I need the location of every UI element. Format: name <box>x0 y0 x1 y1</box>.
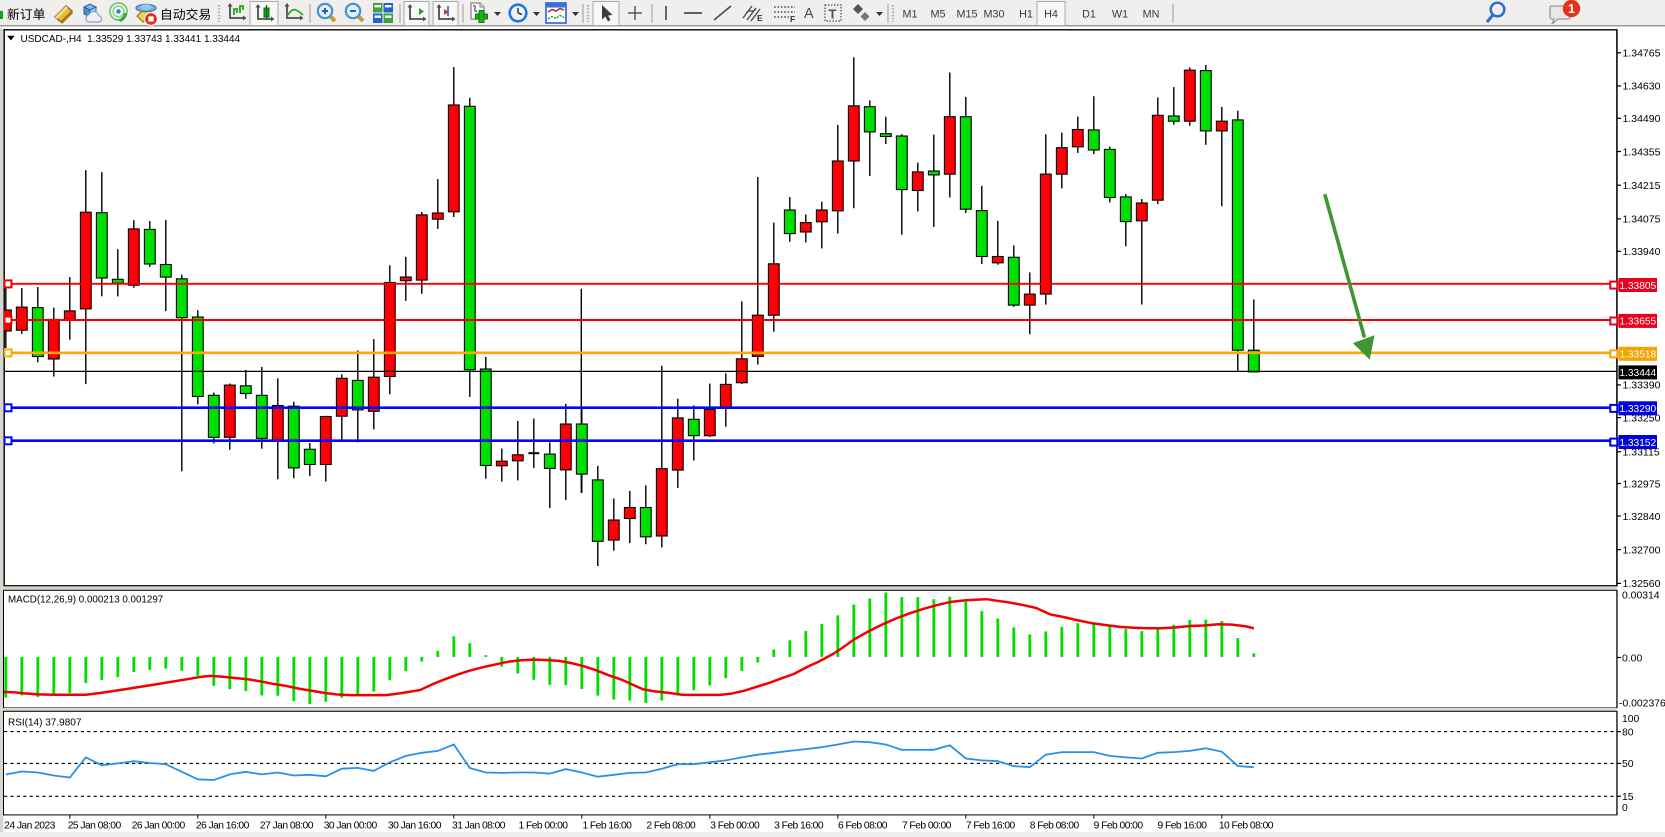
svg-text:30 Jan 00:00: 30 Jan 00:00 <box>324 820 378 831</box>
svg-text:9 Feb 00:00: 9 Feb 00:00 <box>1094 820 1144 831</box>
svg-text:1.33390: 1.33390 <box>1623 380 1661 392</box>
svg-text:1.34075: 1.34075 <box>1623 214 1661 226</box>
svg-text:24 Jan 2023: 24 Jan 2023 <box>4 820 55 831</box>
svg-text:0.00: 0.00 <box>1622 653 1642 664</box>
svg-text:1.33518: 1.33518 <box>1619 350 1656 361</box>
svg-text:26 Jan 16:00: 26 Jan 16:00 <box>196 820 250 831</box>
svg-text:USDCAD-,H4 1.33529 1.33743 1.: USDCAD-,H4 1.33529 1.33743 1.33441 1.334… <box>21 34 241 45</box>
svg-text:1 Feb 00:00: 1 Feb 00:00 <box>519 820 569 831</box>
svg-text:1.33805: 1.33805 <box>1619 281 1656 292</box>
svg-text:MACD(12,26,9) 0.000213 0.00129: MACD(12,26,9) 0.000213 0.001297 <box>8 594 163 605</box>
svg-text:1.32700: 1.32700 <box>1623 544 1661 556</box>
svg-text:30 Jan 16:00: 30 Jan 16:00 <box>388 820 442 831</box>
svg-text:A: A <box>804 6 814 22</box>
svg-text:9 Feb 16:00: 9 Feb 16:00 <box>1158 820 1208 831</box>
svg-text:3 Feb 16:00: 3 Feb 16:00 <box>774 820 824 831</box>
svg-text:M15: M15 <box>956 9 977 21</box>
svg-text:15: 15 <box>1622 792 1634 803</box>
svg-text:7 Feb 00:00: 7 Feb 00:00 <box>902 820 952 831</box>
svg-text:0.00314: 0.00314 <box>1622 590 1660 601</box>
svg-text:-0.002376: -0.002376 <box>1619 699 1665 710</box>
svg-text:7 Feb 16:00: 7 Feb 16:00 <box>966 820 1016 831</box>
svg-text:27 Jan 08:00: 27 Jan 08:00 <box>260 820 314 831</box>
svg-text:1: 1 <box>1568 2 1575 16</box>
svg-text:1.33115: 1.33115 <box>1623 447 1660 459</box>
svg-text:W1: W1 <box>1112 9 1128 21</box>
svg-text:D1: D1 <box>1082 9 1096 21</box>
svg-text:1.34630: 1.34630 <box>1623 81 1661 93</box>
svg-text:1.33250: 1.33250 <box>1623 412 1661 424</box>
svg-text:T: T <box>829 7 837 22</box>
svg-text:1.33152: 1.33152 <box>1619 438 1656 449</box>
svg-text:25 Jan 08:00: 25 Jan 08:00 <box>68 820 122 831</box>
svg-text:1.34490: 1.34490 <box>1623 113 1661 125</box>
svg-text:1.34765: 1.34765 <box>1623 48 1661 60</box>
svg-text:1 Feb 16:00: 1 Feb 16:00 <box>582 820 632 831</box>
svg-text:M5: M5 <box>931 9 946 21</box>
svg-text:H4: H4 <box>1044 9 1058 21</box>
svg-text:2 Feb 08:00: 2 Feb 08:00 <box>646 820 696 831</box>
svg-text:1.33655: 1.33655 <box>1619 317 1656 328</box>
svg-text:1.34355: 1.34355 <box>1623 146 1661 158</box>
svg-text:1.32975: 1.32975 <box>1623 478 1661 490</box>
svg-text:1.33290: 1.33290 <box>1619 404 1656 415</box>
svg-text:3 Feb 00:00: 3 Feb 00:00 <box>710 820 760 831</box>
svg-text:1.32840: 1.32840 <box>1623 511 1661 523</box>
svg-text:H1: H1 <box>1019 9 1033 21</box>
svg-text:M30: M30 <box>983 9 1004 21</box>
svg-text:1.33444: 1.33444 <box>1619 368 1656 379</box>
svg-text:M1: M1 <box>903 9 918 21</box>
svg-text:26 Jan 00:00: 26 Jan 00:00 <box>132 820 186 831</box>
svg-text:MN: MN <box>1143 9 1160 21</box>
svg-text:1.34215: 1.34215 <box>1623 180 1661 192</box>
svg-text:E: E <box>757 13 763 23</box>
svg-text:6 Feb 08:00: 6 Feb 08:00 <box>838 820 888 831</box>
svg-text:10 Feb 08:00: 10 Feb 08:00 <box>1219 820 1274 831</box>
svg-text:50: 50 <box>1622 759 1634 770</box>
svg-text:F: F <box>790 14 795 24</box>
svg-text:RSI(14) 37.9807: RSI(14) 37.9807 <box>8 718 82 729</box>
svg-text:1.32560: 1.32560 <box>1623 578 1661 590</box>
svg-text:1.33940: 1.33940 <box>1623 246 1661 258</box>
svg-text:8 Feb 08:00: 8 Feb 08:00 <box>1030 820 1080 831</box>
svg-text:0: 0 <box>1622 803 1628 814</box>
svg-text:100: 100 <box>1622 714 1640 725</box>
svg-text:80: 80 <box>1622 727 1634 738</box>
svg-text:31 Jan 08:00: 31 Jan 08:00 <box>452 820 506 831</box>
